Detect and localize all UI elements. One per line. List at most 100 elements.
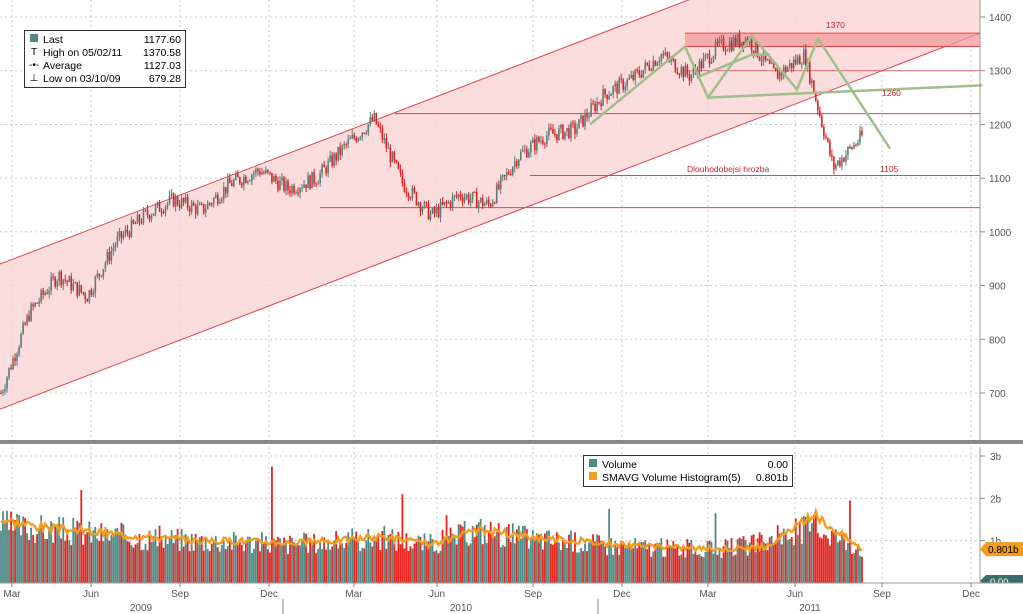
price-candle-body	[778, 71, 781, 80]
volume-bar	[837, 542, 839, 583]
legend-label: Average	[43, 59, 82, 72]
price-candle-body	[204, 209, 207, 213]
price-candle-body	[670, 59, 673, 62]
volume-bar	[242, 551, 245, 583]
volume-bar	[660, 538, 663, 583]
price-candle-body	[843, 157, 845, 162]
volume-bar	[596, 534, 598, 583]
volume-bar	[704, 551, 707, 583]
price-candle-body	[439, 202, 442, 217]
price-legend: Last 1177.60 T High on 05/02/11 1370.58 -•- Av…	[24, 30, 186, 88]
volume-bar	[554, 541, 556, 583]
price-candle-body	[622, 79, 624, 90]
price-candle-body	[106, 251, 109, 264]
volume-bar	[415, 541, 418, 583]
volume-bar	[182, 546, 185, 583]
volume-bar	[120, 522, 123, 583]
volume-bar	[826, 538, 829, 583]
price-candle-body	[700, 61, 703, 69]
volume-bar	[750, 535, 753, 583]
volume-bar	[214, 535, 217, 583]
volume-bar	[353, 537, 356, 583]
high-marker-icon: T	[30, 46, 38, 58]
price-candle-body	[64, 279, 67, 281]
volume-bar	[395, 550, 398, 583]
volume-bar	[814, 509, 817, 583]
volume-bar	[6, 510, 8, 583]
price-candle-body	[104, 263, 107, 270]
volume-bar	[851, 553, 853, 583]
price-candle-body	[337, 146, 339, 161]
price-candle-body	[738, 34, 741, 47]
volume-bar	[688, 542, 691, 583]
price-candle-body	[534, 139, 536, 151]
price-candle-body	[235, 173, 237, 180]
volume-bar	[14, 520, 16, 583]
price-candle-body	[576, 128, 578, 134]
price-candle-body	[391, 152, 394, 163]
price-candle-body	[811, 80, 813, 84]
price-candle-body	[435, 207, 438, 214]
volume-bar	[744, 539, 747, 583]
volume-bar	[329, 549, 332, 583]
volume-bar	[686, 538, 689, 583]
price-candle-body	[16, 354, 18, 361]
price-candle-body	[78, 285, 81, 296]
price-candle-body	[134, 223, 137, 225]
panel-separator	[0, 440, 1023, 444]
volume-bar	[44, 538, 47, 583]
price-candle-body	[805, 49, 807, 68]
price-candle-body	[289, 190, 291, 194]
price-candle-body	[331, 155, 333, 167]
price-candle-body	[116, 236, 119, 245]
price-candle-body	[740, 41, 743, 47]
volume-bar	[198, 537, 201, 583]
volume-bar	[297, 545, 299, 583]
price-candle-body	[425, 201, 428, 203]
volume-bar	[736, 539, 739, 583]
volume-bar	[56, 527, 59, 583]
volume-bar	[497, 523, 500, 583]
volume-axis-label: 3b	[990, 452, 1002, 463]
volume-bar	[162, 547, 165, 583]
volume-bar	[106, 529, 109, 583]
price-candle-body	[634, 69, 637, 80]
volume-bar	[212, 540, 215, 583]
price-candle-body	[84, 293, 87, 300]
volume-bar	[708, 540, 711, 583]
volume-bar	[471, 525, 474, 583]
volume-bar	[80, 489, 83, 583]
price-candle-body	[656, 62, 659, 66]
price-candle-body	[528, 152, 530, 158]
volume-bar	[192, 550, 195, 583]
price-candle-body	[315, 183, 317, 185]
volume-bar	[4, 520, 6, 583]
price-candle-body	[403, 183, 406, 192]
volume-bar	[383, 525, 386, 583]
volume-bar	[594, 541, 596, 583]
volume-bar	[419, 536, 422, 583]
price-candle-body	[325, 167, 327, 174]
price-candle-body	[662, 54, 665, 56]
price-candle-body	[182, 198, 185, 203]
volume-bar	[764, 543, 767, 583]
price-candle-body	[239, 177, 241, 184]
price-candle-body	[847, 147, 849, 156]
price-candle-body	[704, 55, 707, 58]
price-candle-body	[542, 140, 544, 144]
volume-bar	[632, 548, 635, 583]
volume-bar	[519, 538, 522, 583]
price-candle-body	[758, 57, 761, 61]
volume-bar	[186, 537, 189, 583]
volume-bar	[275, 540, 277, 583]
price-candle-body	[393, 152, 396, 160]
volume-bar	[539, 533, 542, 583]
volume-bar	[196, 542, 199, 583]
price-candle-body	[245, 176, 247, 183]
price-candle-body	[273, 176, 275, 182]
price-candle-body	[682, 67, 685, 78]
volume-bar	[142, 549, 145, 583]
volume-bar	[483, 525, 486, 583]
volume-bar	[216, 547, 219, 583]
volume-bar	[66, 529, 69, 583]
